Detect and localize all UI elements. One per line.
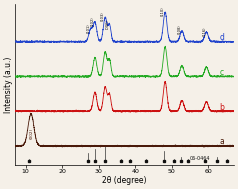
Text: b: b xyxy=(219,103,224,112)
Text: d: d xyxy=(219,33,224,42)
Text: (006): (006) xyxy=(106,19,109,29)
Text: (101): (101) xyxy=(87,23,91,33)
Text: (103): (103) xyxy=(101,11,105,21)
Y-axis label: Intensity (a.u.): Intensity (a.u.) xyxy=(4,57,13,113)
Text: (108): (108) xyxy=(178,25,182,34)
Text: (110): (110) xyxy=(161,6,165,16)
Text: (116): (116) xyxy=(203,26,206,36)
Text: a: a xyxy=(219,137,224,146)
Text: c: c xyxy=(219,68,223,77)
Text: (102): (102) xyxy=(91,17,95,26)
X-axis label: 2θ (degree): 2θ (degree) xyxy=(102,176,146,185)
Text: 06-0464: 06-0464 xyxy=(190,156,210,160)
Text: (002): (002) xyxy=(30,128,34,139)
